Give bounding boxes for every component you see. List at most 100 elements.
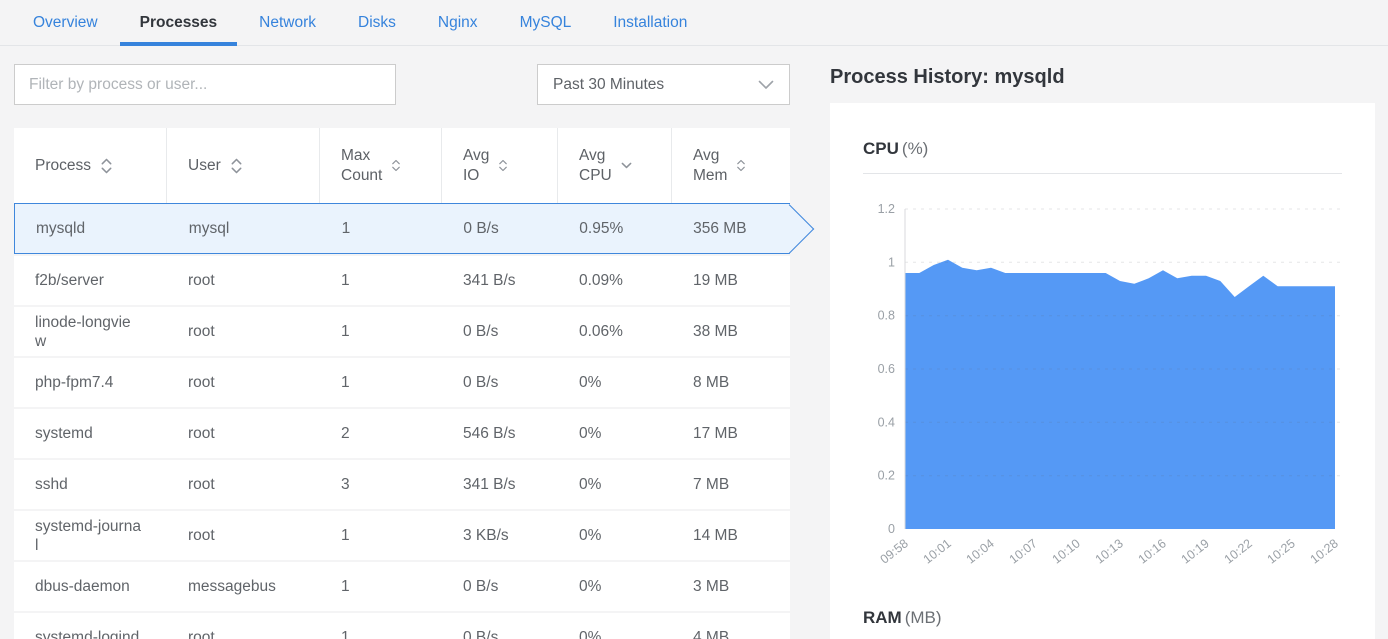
tab-mysql[interactable]: MySQL xyxy=(519,13,572,31)
cell-avg-io: 0 B/s xyxy=(463,578,499,595)
column-header-avg-io[interactable]: Avg IO xyxy=(442,128,558,203)
y-tick-label: 0.2 xyxy=(878,469,895,483)
column-header-user[interactable]: User xyxy=(167,128,320,203)
sort-both-icon xyxy=(499,159,508,172)
column-label: Avg Mem xyxy=(693,146,728,184)
cell-user: messagebus xyxy=(188,578,276,595)
cell-avg-cpu: 0% xyxy=(579,374,602,391)
column-label: Max Count xyxy=(341,146,383,184)
column-label: Process xyxy=(35,156,91,174)
cell-avg-io: 0 B/s xyxy=(463,374,499,391)
column-header-process[interactable]: Process xyxy=(14,128,167,203)
cell-avg-io: 3 KB/s xyxy=(463,527,509,544)
table-row-sshd[interactable]: sshd root 3 341 B/s 0% 7 MB xyxy=(14,458,790,509)
cpu-chart: 0 0.2 0.4 0.6 0.8 1 1.2 09:58 10:01 10:04 10:07 10:… xyxy=(878,202,1342,567)
cell-process: mysqld xyxy=(36,220,86,237)
cell-avg-io: 546 B/s xyxy=(463,425,516,442)
list-controls: Past 30 Minutes xyxy=(14,64,790,105)
column-label: Avg IO xyxy=(463,146,490,184)
process-history-panel: Process History: mysqld CPU (%) 0 0.2 0.4 0.… xyxy=(830,46,1375,639)
tab-bar: Overview Processes Network Disks Nginx MySQL I… xyxy=(0,0,1388,46)
cell-process: php-fpm7.4 xyxy=(35,374,114,391)
column-header-avg-cpu[interactable]: Avg CPU xyxy=(558,128,672,203)
tab-nginx[interactable]: Nginx xyxy=(437,13,478,31)
panel-title: Process History: mysqld xyxy=(830,66,1065,88)
tab-processes[interactable]: Processes xyxy=(119,0,237,46)
y-tick-label: 1.2 xyxy=(878,202,895,216)
x-tick-label: 10:19 xyxy=(1179,536,1212,566)
x-tick-label: 10:25 xyxy=(1265,536,1298,566)
column-header-avg-mem[interactable]: Avg Mem xyxy=(672,128,790,203)
x-tick-label: 09:58 xyxy=(878,536,911,566)
table-row-mysqld[interactable]: mysqld mysql 1 0 B/s 0.95% 356 MB xyxy=(14,203,790,254)
table-row-systemd-journal[interactable]: systemd-journal root 1 3 KB/s 0% 14 MB xyxy=(14,509,790,560)
cell-avg-cpu: 0% xyxy=(579,476,602,493)
cell-max-count: 1 xyxy=(341,374,350,391)
cell-avg-cpu: 0.06% xyxy=(579,323,623,340)
cell-user: mysql xyxy=(188,220,230,237)
y-tick-label: 1 xyxy=(888,255,895,269)
cell-user: root xyxy=(188,476,215,493)
cell-process: linode-longview xyxy=(35,313,131,350)
x-tick-label: 10:13 xyxy=(1093,536,1126,566)
cell-avg-io: 0 B/s xyxy=(463,220,499,237)
cell-avg-cpu: 0.09% xyxy=(579,272,623,289)
table-row-f2b/server[interactable]: f2b/server root 1 341 B/s 0.09% 19 MB xyxy=(14,254,790,305)
x-tick-label: 10:04 xyxy=(964,536,997,566)
cell-avg-mem: 7 MB xyxy=(693,476,730,493)
tab-disks[interactable]: Disks xyxy=(358,13,396,31)
cell-user: root xyxy=(188,272,215,289)
cell-user: root xyxy=(188,425,215,442)
cell-process: systemd xyxy=(35,425,93,442)
cell-avg-mem: 4 MB xyxy=(693,629,730,639)
column-header-max-count[interactable]: Max Count xyxy=(320,128,442,203)
table-row-linode-longview[interactable]: linode-longview root 1 0 B/s 0.06% 38 MB xyxy=(14,305,790,356)
cell-avg-mem: 356 MB xyxy=(693,220,747,237)
sort-both-icon xyxy=(737,159,746,172)
time-range-value: Past 30 Minutes xyxy=(553,75,665,93)
cell-avg-io: 0 B/s xyxy=(463,323,499,340)
time-range-select[interactable]: Past 30 Minutes xyxy=(537,64,790,105)
column-label: Avg CPU xyxy=(579,146,612,184)
page-content: Past 30 Minutes Process User Max Count Avg … xyxy=(0,46,1388,639)
x-tick-label: 10:07 xyxy=(1007,536,1040,566)
cpu-chart-title: CPU xyxy=(863,139,899,158)
cell-avg-mem: 19 MB xyxy=(693,272,738,289)
x-tick-label: 10:16 xyxy=(1136,536,1169,566)
cell-avg-mem: 38 MB xyxy=(693,323,738,340)
cell-user: root xyxy=(188,374,215,391)
chevron-down-icon xyxy=(758,80,774,89)
table-row-php-fpm7.4[interactable]: php-fpm7.4 root 1 0 B/s 0% 8 MB xyxy=(14,356,790,407)
cpu-chart-unit: (%) xyxy=(901,139,929,158)
tab-installation[interactable]: Installation xyxy=(613,13,688,31)
x-tick-label: 10:10 xyxy=(1050,536,1083,566)
history-card: CPU (%) 0 0.2 0.4 0.6 0.8 1 1.2 09:58 10:01 10:04 1… xyxy=(830,103,1375,639)
cell-avg-mem: 17 MB xyxy=(693,425,738,442)
cell-process: systemd-logind xyxy=(35,629,140,639)
cell-max-count: 1 xyxy=(341,527,350,544)
ram-chart-unit: (MB) xyxy=(904,608,942,627)
y-tick-label: 0 xyxy=(888,522,895,536)
process-table-header: Process User Max Count Avg IO Avg CPU Avg Mem xyxy=(14,128,790,203)
cell-process: sshd xyxy=(35,476,68,493)
x-tick-label: 10:01 xyxy=(921,536,954,566)
cell-avg-cpu: 0% xyxy=(579,578,602,595)
cell-user: root xyxy=(188,629,215,639)
table-row-systemd-logind[interactable]: systemd-logind root 1 0 B/s 0% 4 MB xyxy=(14,611,790,639)
cell-avg-cpu: 0% xyxy=(579,527,602,544)
cell-user: root xyxy=(188,527,215,544)
cell-max-count: 3 xyxy=(341,476,350,493)
process-filter-input[interactable] xyxy=(14,64,396,105)
table-row-systemd[interactable]: systemd root 2 546 B/s 0% 17 MB xyxy=(14,407,790,458)
process-table: Process User Max Count Avg IO Avg CPU Avg Mem… xyxy=(14,128,790,639)
table-row-dbus-daemon[interactable]: dbus-daemon messagebus 1 0 B/s 0% 3 MB xyxy=(14,560,790,611)
cell-max-count: 1 xyxy=(341,578,350,595)
cell-avg-mem: 3 MB xyxy=(693,578,730,595)
cell-avg-mem: 8 MB xyxy=(693,374,730,391)
cell-max-count: 2 xyxy=(341,425,350,442)
tab-network[interactable]: Network xyxy=(259,13,317,31)
tab-overview[interactable]: Overview xyxy=(33,13,98,31)
cell-max-count: 1 xyxy=(341,272,350,289)
cpu-area-series xyxy=(905,259,1335,529)
ram-chart-title: RAM xyxy=(863,608,902,627)
